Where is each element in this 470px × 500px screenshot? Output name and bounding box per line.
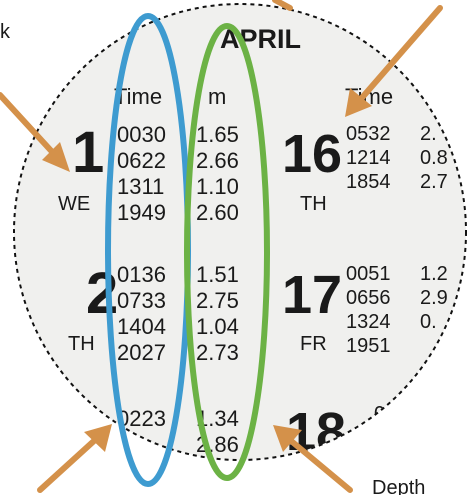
weekday: TH [68, 333, 95, 355]
time: 0656 [346, 287, 391, 309]
page: APRIL Time m Time 1WE00300622131119491.6… [0, 0, 470, 495]
height: 1.04 [196, 314, 239, 339]
height: 1.65 [196, 122, 239, 147]
time: 0532 [346, 123, 391, 145]
day-number: 2 [86, 261, 118, 326]
time: 0030 [117, 122, 166, 147]
annotation: Depth [372, 477, 425, 495]
time: 2027 [117, 340, 166, 365]
day-number: 1 [72, 120, 104, 185]
height: 2.75 [196, 288, 239, 313]
height: 0. [420, 311, 437, 333]
height: 2.9 [420, 287, 448, 309]
time: 0733 [117, 288, 166, 313]
time: 1404 [117, 314, 166, 339]
time: 1324 [346, 311, 391, 333]
magnifier [14, 4, 466, 460]
weekday: FR [300, 333, 327, 355]
height: 2.60 [196, 200, 239, 225]
time: 1951 [346, 335, 391, 357]
height: 2. [420, 123, 437, 145]
header: m [208, 84, 226, 109]
annotation: k [0, 21, 11, 43]
height: 2.7 [420, 171, 448, 193]
day-number: 17 [282, 265, 342, 325]
time: 1214 [346, 147, 391, 169]
time: 0051 [346, 263, 391, 285]
time: 1311 [117, 174, 164, 199]
height: 1.10 [196, 174, 239, 199]
height: 2.66 [196, 148, 239, 173]
height: 0.8 [420, 147, 448, 169]
time: 1854 [346, 171, 391, 193]
day-number: 16 [282, 124, 342, 184]
height: 1.2 [420, 263, 448, 285]
height: 1.51 [196, 262, 239, 287]
weekday: WE [58, 193, 90, 215]
weekday: TH [300, 193, 327, 215]
height: 2.73 [196, 340, 239, 365]
time: 1949 [117, 200, 166, 225]
time: 0136 [117, 262, 166, 287]
time: 0622 [117, 148, 166, 173]
